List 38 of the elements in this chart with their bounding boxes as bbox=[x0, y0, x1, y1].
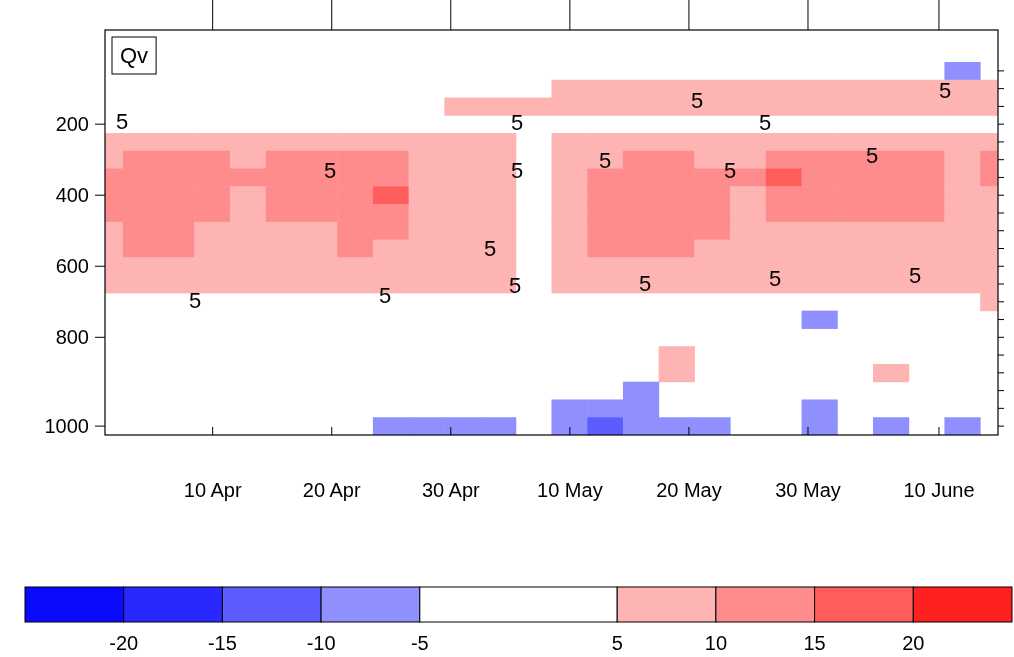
annotation: 5 bbox=[938, 77, 952, 103]
x-tick-label: 20 May bbox=[656, 479, 722, 502]
color-bar-label: -20 bbox=[109, 632, 139, 654]
annotation: 5 bbox=[508, 272, 522, 298]
color-bar-label: 10 bbox=[704, 632, 728, 654]
annotation: 5 bbox=[115, 108, 129, 134]
x-tick-label: 30 Apr bbox=[421, 479, 481, 502]
annotation: 5 bbox=[598, 147, 612, 173]
x-tick-label: 10 May bbox=[537, 479, 603, 502]
y-tick-label: 600 bbox=[55, 254, 89, 277]
annotation: 5 bbox=[865, 142, 879, 168]
y-tick-label: 400 bbox=[55, 183, 89, 206]
x-tick-label: 10 June bbox=[903, 479, 975, 502]
annotation: 5 bbox=[378, 282, 392, 308]
annotation: 5 bbox=[690, 87, 704, 113]
annotation: 5 bbox=[638, 270, 652, 296]
annotation: 5 bbox=[510, 157, 524, 183]
y-tick-label: 1000 bbox=[44, 414, 89, 437]
annotation: 5 bbox=[908, 262, 922, 288]
x-tick-label: 20 Apr bbox=[302, 479, 361, 502]
y-tick-label: 200 bbox=[55, 112, 89, 135]
annotation: 5 bbox=[188, 287, 202, 313]
x-tick-label: 30 May bbox=[775, 479, 841, 502]
color-bar-label: -5 bbox=[410, 632, 429, 654]
chart-title: Qv bbox=[120, 43, 149, 68]
annotation: 5 bbox=[323, 157, 337, 183]
color-bar-label: 5 bbox=[611, 632, 623, 654]
x-tick-label: 10 Apr bbox=[183, 479, 242, 502]
annotation: 5 bbox=[768, 265, 782, 291]
color-bar-label: -15 bbox=[207, 632, 237, 654]
y-tick-label: 800 bbox=[55, 325, 89, 348]
annotation: 5 bbox=[758, 109, 772, 135]
annotation: 5 bbox=[510, 109, 524, 135]
annotation: 5 bbox=[723, 157, 737, 183]
annotation: 5 bbox=[483, 235, 497, 261]
color-bar-label: -10 bbox=[306, 632, 336, 654]
color-bar-label: 20 bbox=[902, 632, 925, 654]
color-bar-label: 15 bbox=[803, 632, 826, 654]
